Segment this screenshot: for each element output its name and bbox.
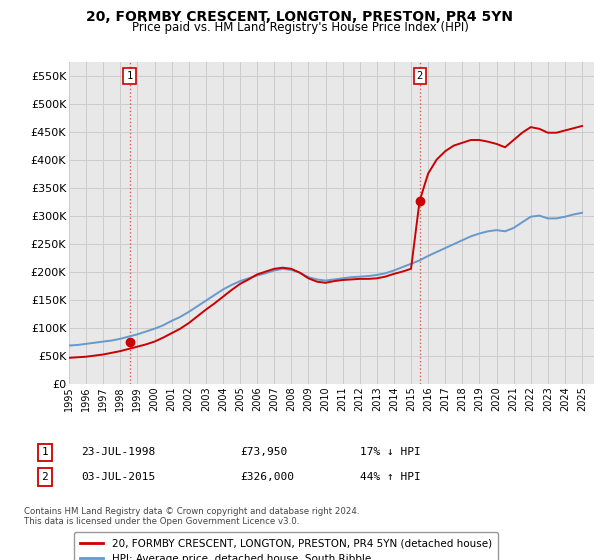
Text: 23-JUL-1998: 23-JUL-1998	[81, 447, 155, 458]
Text: £73,950: £73,950	[240, 447, 287, 458]
Text: 2: 2	[416, 71, 422, 81]
Text: 17% ↓ HPI: 17% ↓ HPI	[360, 447, 421, 458]
Text: 03-JUL-2015: 03-JUL-2015	[81, 472, 155, 482]
Text: Contains HM Land Registry data © Crown copyright and database right 2024.
This d: Contains HM Land Registry data © Crown c…	[24, 507, 359, 526]
Text: 44% ↑ HPI: 44% ↑ HPI	[360, 472, 421, 482]
Text: 2: 2	[41, 472, 49, 482]
Legend: 20, FORMBY CRESCENT, LONGTON, PRESTON, PR4 5YN (detached house), HPI: Average pr: 20, FORMBY CRESCENT, LONGTON, PRESTON, P…	[74, 532, 498, 560]
Text: Price paid vs. HM Land Registry's House Price Index (HPI): Price paid vs. HM Land Registry's House …	[131, 21, 469, 34]
Text: 20, FORMBY CRESCENT, LONGTON, PRESTON, PR4 5YN: 20, FORMBY CRESCENT, LONGTON, PRESTON, P…	[86, 10, 514, 24]
Text: 1: 1	[127, 71, 133, 81]
Text: 1: 1	[41, 447, 49, 458]
Text: £326,000: £326,000	[240, 472, 294, 482]
